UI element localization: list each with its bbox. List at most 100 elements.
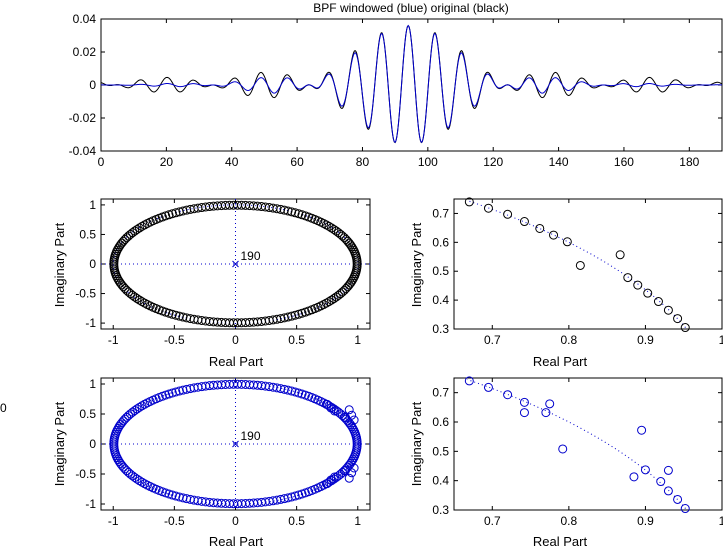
x-tick-label: 0.9 — [637, 333, 654, 347]
zero-marker — [333, 228, 343, 238]
x-tick-label: 0 — [232, 333, 239, 347]
zero-marker — [134, 402, 144, 412]
zero-marker — [673, 314, 683, 324]
zeros-original-zoom-xlabel: Real Part — [533, 354, 588, 369]
zero-marker — [640, 465, 650, 475]
zero-marker — [541, 408, 551, 418]
y-tick-label: 0.4 — [432, 474, 449, 488]
zero-marker — [134, 223, 144, 233]
zero-marker — [132, 474, 142, 484]
zero-marker — [327, 295, 337, 305]
x-tick-label: 0 — [232, 514, 239, 528]
zero-marker — [171, 491, 181, 501]
zeros-windowed-zoom-xlabel: Real Part — [533, 534, 588, 548]
zero-marker — [137, 477, 147, 487]
zero-marker — [174, 207, 184, 217]
zeros-windowed-zoom-plot-area: 0.7 0.8 0.9 1 0.3 0.4 0.5 0.6 0.7 — [432, 376, 723, 528]
zero-marker — [140, 399, 150, 409]
zeros-windowed-xlabel: Real Part — [209, 534, 264, 548]
x-tick-label: -1 — [108, 514, 119, 528]
zeros-original-zoom-plot-area: 0.7 0.8 0.9 1 0.3 0.4 0.5 0.6 0.7 — [432, 197, 723, 347]
x-tick-label: 1 — [719, 333, 723, 347]
zero-marker — [352, 261, 362, 271]
x-tick-label: 80 — [356, 155, 370, 169]
zero-marker — [290, 208, 300, 218]
x-tick-label: 1 — [719, 514, 723, 528]
x-tick-label: 20 — [160, 155, 174, 169]
zero-marker — [178, 385, 188, 395]
x-tick-label: 160 — [614, 155, 634, 169]
zero-marker — [164, 308, 174, 318]
zero-marker — [137, 221, 147, 231]
zero-marker — [132, 224, 142, 234]
zero-marker — [130, 472, 140, 482]
zero-marker — [297, 389, 307, 399]
zero-marker — [128, 471, 138, 481]
y-tick-label: 0.6 — [432, 235, 449, 249]
zero-marker — [167, 388, 177, 398]
zero-marker — [558, 444, 568, 454]
zero-marker — [167, 490, 177, 500]
y-tick-label: 0.4 — [432, 293, 449, 307]
zero-marker — [633, 280, 643, 290]
x-tick-label: 120 — [483, 155, 503, 169]
x-tick-label: 140 — [549, 155, 569, 169]
zero-marker — [464, 197, 474, 207]
zeros-original-panel: Real Part Imaginary Part -1 -0.5 0 0.5 1 -1 -0… — [52, 198, 371, 369]
zero-marker — [178, 206, 188, 216]
zero-marker — [294, 309, 304, 319]
y-tick-label: 0.7 — [432, 386, 449, 400]
x-tick-label: 1 — [354, 333, 361, 347]
x-tick-label: 60 — [290, 155, 304, 169]
y-tick-label: 0 — [89, 78, 96, 92]
zero-marker — [333, 407, 343, 417]
zeros-windowed-ylabel: Imaginary Part — [52, 401, 67, 486]
zero-marker — [503, 209, 513, 219]
impulse-response-panel: BPF windowed (blue) original (black) 0 20… — [69, 1, 723, 169]
zero-marker — [464, 376, 474, 386]
zero-marker — [663, 305, 673, 315]
y-tick-label: 1 — [89, 377, 96, 391]
y-tick-label: -0.5 — [75, 287, 96, 301]
zeros-windowed-plot-area: -1 -0.5 0 0.5 1 -1 -0.5 0 0.5 1 190 — [75, 377, 371, 528]
x-tick-label: 100 — [418, 155, 438, 169]
zero-marker — [171, 208, 181, 218]
zero-marker — [663, 465, 673, 475]
zero-marker — [167, 309, 177, 319]
unit-circle-arc — [467, 379, 686, 509]
zero-marker — [347, 468, 357, 478]
zero-marker — [132, 294, 142, 304]
y-tick-label: 0.02 — [73, 45, 97, 59]
y-tick-label: 0.04 — [73, 12, 97, 26]
y-tick-label: 1 — [89, 198, 96, 212]
zero-marker — [167, 209, 177, 219]
zero-marker — [643, 288, 653, 298]
zero-marker — [349, 415, 359, 425]
zero-marker — [519, 397, 529, 407]
zero-marker — [132, 404, 142, 414]
impulse-title: BPF windowed (blue) original (black) — [313, 1, 508, 15]
zero-marker — [164, 489, 174, 499]
zero-marker — [330, 406, 340, 416]
y-tick-label: 0.6 — [432, 415, 449, 429]
zero-marker — [330, 472, 340, 482]
x-tick-label: -0.5 — [164, 333, 185, 347]
zero-marker — [663, 486, 673, 496]
zero-marker — [134, 295, 144, 305]
y-tick-label: 0.5 — [79, 407, 96, 421]
zeros-original-plot-area: -1 -0.5 0 0.5 1 -1 -0.5 0 0.5 1 190 — [75, 198, 371, 347]
zero-marker — [349, 463, 359, 473]
zero-marker — [629, 472, 639, 482]
zero-marker — [294, 388, 304, 398]
x-tick-label: -1 — [108, 333, 119, 347]
zero-marker — [287, 311, 297, 321]
zero-marker — [324, 401, 334, 411]
zero-marker — [290, 491, 300, 501]
x-tick-label: 1 — [354, 514, 361, 528]
zero-marker — [344, 405, 354, 415]
zero-marker — [483, 382, 493, 392]
zero-marker — [324, 477, 334, 487]
zero-marker — [347, 410, 357, 420]
x-tick-label: 40 — [225, 155, 239, 169]
